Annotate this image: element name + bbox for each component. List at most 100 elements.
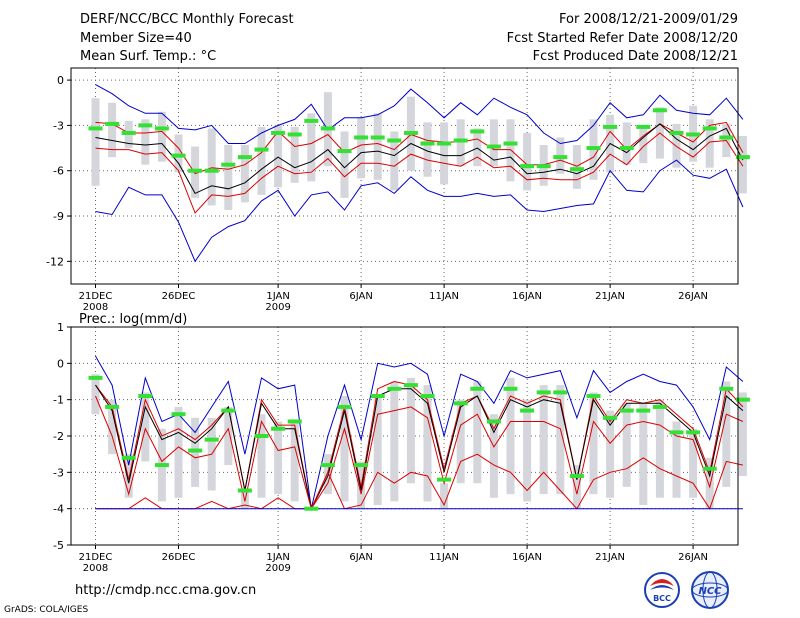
prec-ytick-label: 0: [57, 357, 64, 370]
prec-median-marker: [437, 477, 452, 482]
prec-median-marker: [536, 390, 551, 395]
temp-median-marker: [154, 126, 169, 131]
temp-median-marker: [337, 149, 352, 154]
temp-box: [157, 111, 166, 162]
prec-box: [373, 396, 382, 506]
temp-box: [108, 102, 117, 158]
temp-line-upper-percentile: [95, 121, 744, 175]
prec-median-marker: [603, 415, 618, 420]
prec-xtick-label: 6JAN: [349, 552, 372, 563]
temp-box: [240, 145, 249, 203]
prec-box: [523, 399, 532, 502]
prec-median-marker: [304, 506, 319, 511]
temp-plot-frame: [70, 67, 739, 285]
temp-ytick-label: -3: [53, 119, 64, 132]
temp-median-marker: [354, 135, 369, 140]
prec-box: [572, 465, 581, 509]
temp-median-marker: [520, 164, 535, 169]
prec-xtick-year: 2009: [265, 563, 290, 574]
prec-median-marker: [221, 408, 236, 413]
temp-box: [473, 128, 482, 167]
temp-box: [456, 119, 465, 167]
temp-xtick-label: 26DEC: [162, 291, 196, 302]
prec-box: [257, 414, 266, 498]
prec-median-marker: [470, 386, 485, 391]
prec-xtick-label: 26JAN: [678, 552, 708, 563]
prec-median-marker: [337, 404, 352, 409]
temp-xtick-label: 26JAN: [678, 291, 708, 302]
temp-box: [373, 113, 382, 180]
temp-median-marker: [719, 135, 734, 140]
ncc-logo-icon: NCC: [691, 571, 729, 609]
temp-xtick-label: 11JAN: [429, 291, 459, 302]
temp-median-marker: [88, 126, 103, 131]
prec-panel-title: Prec.: log(mm/d): [79, 312, 187, 327]
prec-box: [290, 421, 299, 502]
temp-ytick-label: -12: [46, 255, 64, 268]
prec-line-upper-percentile: [95, 380, 744, 511]
prec-median-marker: [652, 404, 667, 409]
temp-xtick-label: 21DEC: [79, 291, 113, 302]
temp-box: [523, 132, 532, 191]
prec-median-marker: [686, 430, 701, 435]
prec-median-marker: [171, 412, 186, 417]
temp-box: [423, 122, 432, 177]
temp-median-marker: [686, 132, 701, 137]
prec-xtick-label: 26DEC: [162, 552, 196, 563]
agency-logos: BCC NCC: [644, 571, 729, 609]
temp-median-marker: [204, 168, 219, 173]
prec-box: [440, 483, 449, 509]
prec-box: [91, 374, 100, 415]
temp-box: [672, 123, 681, 168]
prec-box: [738, 392, 747, 476]
temp-line-lower-percentile: [95, 132, 744, 214]
prec-box: [655, 399, 664, 498]
temp-xtick-label: 6JAN: [349, 291, 372, 302]
temp-median-marker: [453, 138, 468, 143]
temp-median-marker: [254, 147, 269, 152]
temp-median-marker: [420, 141, 435, 146]
prec-box: [141, 392, 150, 462]
temp-median-marker: [636, 124, 651, 129]
temp-median-marker: [304, 118, 319, 123]
prec-median-marker: [237, 488, 252, 493]
temp-xtick-label: 21JAN: [595, 291, 625, 302]
prec-box: [174, 406, 183, 498]
prec-median-marker: [669, 430, 684, 435]
temp-median-marker: [320, 126, 335, 131]
temp-median-marker: [387, 138, 402, 143]
temp-line-ensemble-minimum: [95, 159, 744, 263]
temp-box: [274, 125, 283, 188]
temp-box: [307, 113, 316, 182]
temp-box: [257, 126, 266, 195]
prec-median-marker: [520, 408, 535, 413]
temp-median-marker: [735, 155, 750, 160]
prec-box: [539, 385, 548, 495]
prec-xtick-label: 21JAN: [595, 552, 625, 563]
temp-box: [705, 119, 714, 168]
temp-median-marker: [403, 130, 418, 135]
prec-box: [124, 454, 133, 498]
temp-median-marker: [370, 135, 385, 140]
temp-line-ensemble-mean: [95, 123, 744, 195]
prec-median-marker: [138, 394, 153, 399]
temp-box: [91, 98, 100, 186]
source-url[interactable]: http://cmdp.ncc.cma.gov.cn: [75, 583, 257, 598]
prec-box: [589, 392, 598, 495]
prec-median-marker: [486, 419, 501, 424]
prec-ytick-label: 1: [57, 321, 64, 334]
prec-box: [390, 381, 399, 502]
prec-median-marker: [370, 394, 385, 399]
temp-median-marker: [437, 141, 452, 146]
temp-median-marker: [569, 167, 584, 172]
temp-box: [224, 145, 233, 210]
bcc-logo-icon: BCC: [644, 572, 680, 608]
prec-median-marker: [586, 394, 601, 399]
temp-median-marker: [669, 130, 684, 135]
prec-box: [705, 457, 714, 509]
temp-median-marker: [138, 123, 153, 128]
prec-median-marker: [271, 426, 286, 431]
temp-xtick-label: 1JAN: [266, 291, 289, 302]
prec-median-marker: [503, 386, 518, 391]
prec-median-marker: [320, 463, 335, 468]
